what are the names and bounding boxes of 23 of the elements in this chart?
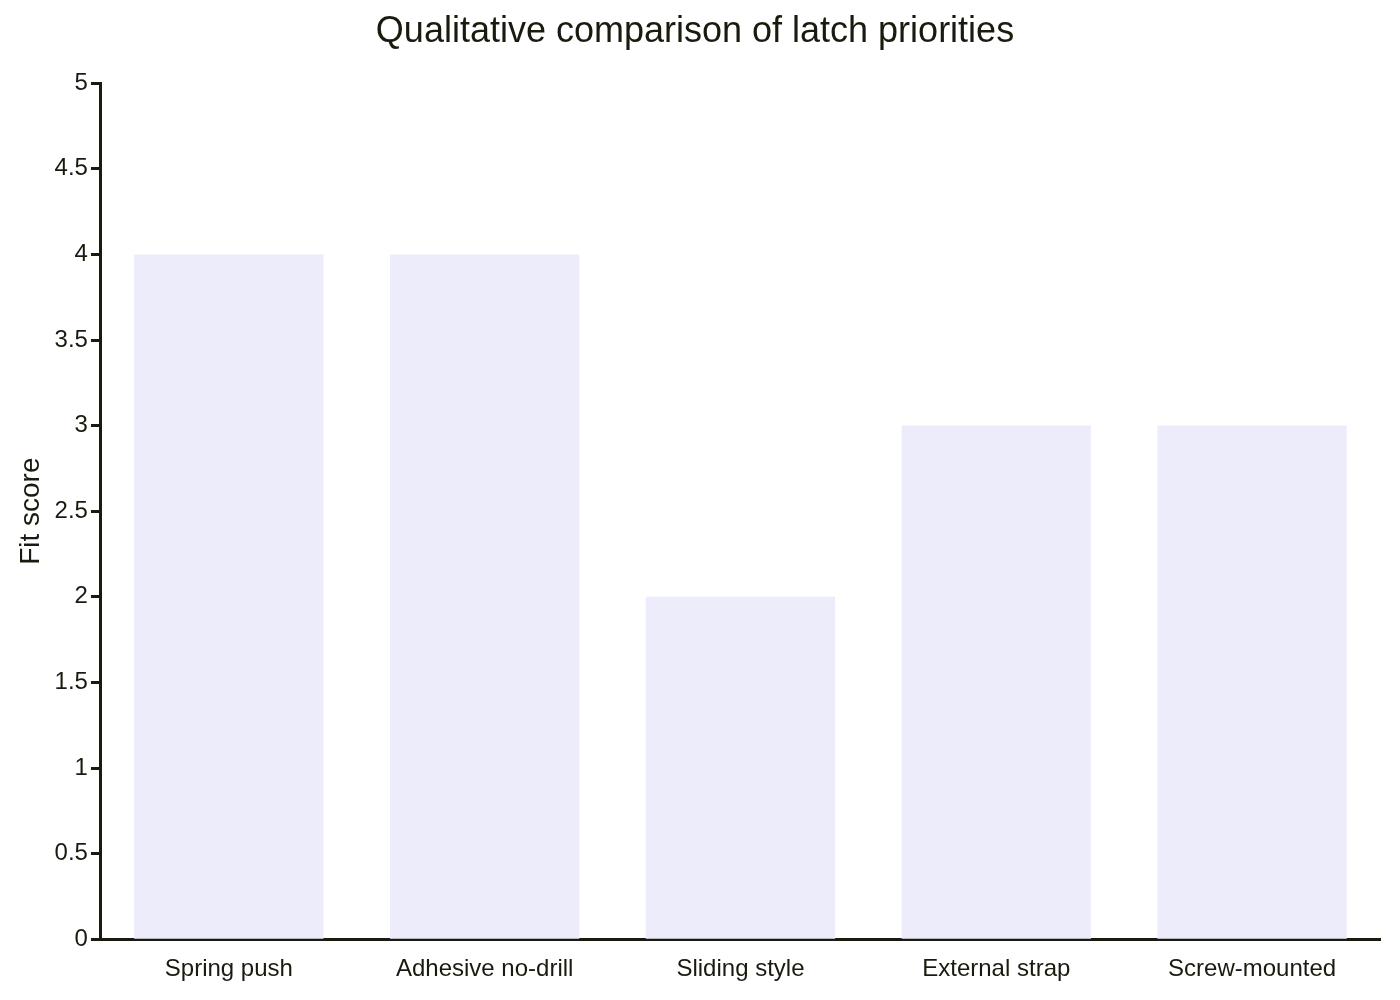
bar [1157, 425, 1347, 939]
y-axis-title: Fit score [13, 457, 45, 565]
x-tick-label: Screw-mounted [1168, 954, 1337, 982]
bar [645, 596, 836, 939]
y-tick-label: 3.5 [54, 324, 88, 352]
y-tick-label: 2.5 [54, 495, 88, 523]
x-tick-label: Adhesive no-drill [395, 954, 574, 982]
y-tick-label: 2 [74, 581, 88, 609]
y-tick-label: 0 [74, 923, 88, 951]
y-tick-label: 0.5 [54, 838, 88, 866]
y-tick-label: 1.5 [54, 667, 88, 695]
y-tick-label: 3 [74, 410, 88, 438]
bar [134, 254, 324, 939]
bar [390, 254, 580, 939]
x-tick-label: External strap [922, 954, 1071, 982]
bar [901, 425, 1091, 939]
x-tick-label: Spring push [164, 954, 293, 982]
y-tick-label: 4 [74, 239, 88, 267]
y-tick-label: 4.5 [54, 153, 88, 181]
y-tick-label: 1 [74, 752, 88, 780]
chart-title: Qualitative comparison of latch priorities [375, 8, 1015, 50]
y-tick-label: 5 [74, 67, 88, 95]
x-tick-label: Sliding style [676, 954, 805, 982]
